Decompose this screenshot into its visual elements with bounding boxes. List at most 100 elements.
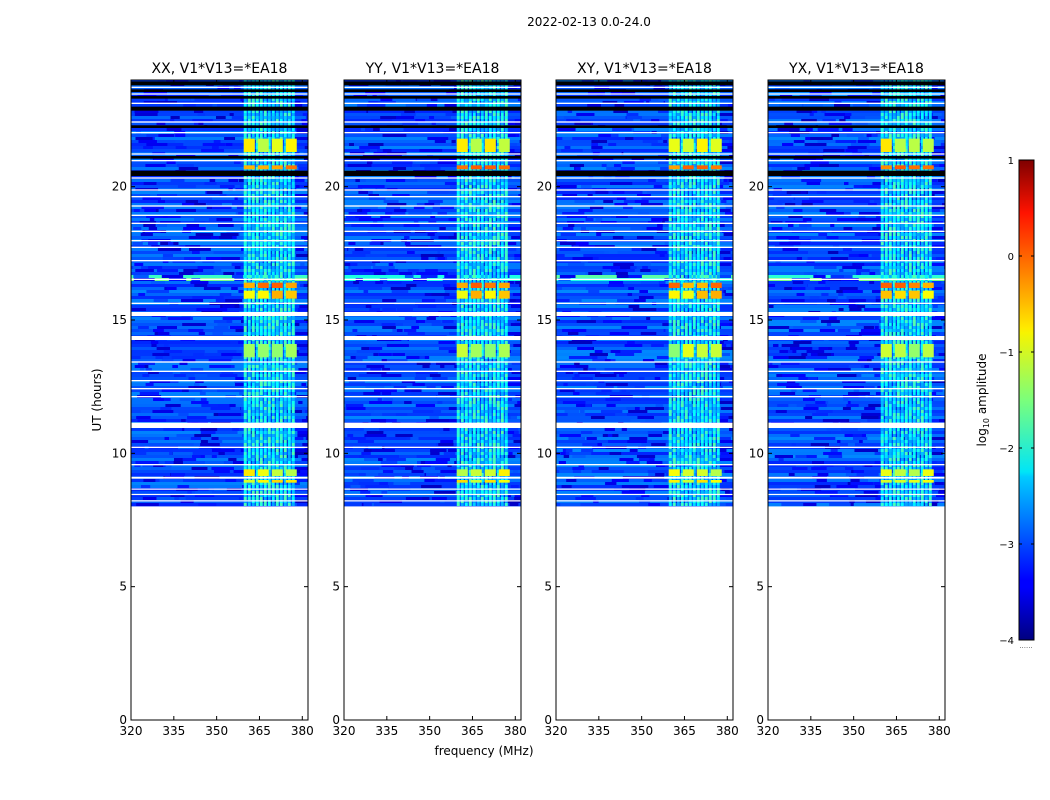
band-cell — [243, 236, 247, 239]
band-cell — [267, 491, 271, 494]
band-cell — [464, 392, 468, 395]
heatmap-speckle — [187, 416, 207, 419]
band-cell — [243, 374, 247, 377]
band-cell — [468, 386, 472, 389]
heatmap-speckle — [460, 323, 469, 326]
band-cell — [243, 443, 247, 446]
band-cell — [263, 242, 267, 245]
heatmap-row — [131, 209, 308, 213]
band-cell — [456, 233, 460, 236]
heatmap-speckle — [519, 221, 521, 224]
band-cell — [247, 305, 251, 308]
band-cell — [255, 383, 259, 386]
gap-row — [131, 396, 308, 398]
heatmap-speckle — [511, 371, 521, 374]
band-cell — [243, 401, 247, 404]
heatmap-speckle — [269, 251, 274, 254]
band-cell — [291, 392, 295, 395]
band-cell — [271, 266, 275, 269]
heatmap-speckle — [368, 194, 379, 197]
band-cell — [287, 122, 291, 125]
band-cell — [291, 137, 295, 140]
band-cell — [275, 437, 279, 440]
band-cell — [271, 380, 275, 383]
band-cell — [484, 137, 488, 140]
band-cell — [504, 233, 508, 236]
band-cell — [488, 104, 492, 107]
strong-cell — [257, 344, 269, 358]
band-cell — [291, 98, 295, 101]
band-cell — [267, 503, 271, 506]
band-cell — [504, 119, 508, 122]
band-cell — [456, 215, 460, 218]
band-cell — [263, 308, 267, 311]
band-cell — [488, 134, 492, 137]
band-cell — [476, 332, 480, 335]
band-cell — [287, 443, 291, 446]
heatmap-row — [131, 128, 308, 132]
band-cell — [456, 392, 460, 395]
band-cell — [484, 236, 488, 239]
band-cell — [259, 317, 263, 320]
band-cell — [279, 449, 283, 452]
band-cell — [488, 257, 492, 260]
heatmap-speckle — [472, 185, 496, 188]
band-cell — [468, 275, 472, 278]
band-cell — [504, 116, 508, 119]
heatmap-speckle — [432, 128, 450, 131]
band-cell — [496, 332, 500, 335]
band-cell — [492, 257, 496, 260]
band-cell — [267, 197, 271, 200]
band-cell — [287, 410, 291, 413]
heatmap-speckle — [156, 194, 178, 197]
band-cell — [255, 326, 259, 329]
band-cell — [496, 419, 500, 422]
heatmap-speckle — [406, 251, 415, 254]
band-cell — [488, 251, 492, 254]
band-cell — [460, 242, 464, 245]
heatmap-row — [344, 257, 521, 261]
band-cell — [476, 362, 480, 365]
band-cell — [456, 209, 460, 212]
band-cell — [255, 293, 259, 296]
band-cell — [267, 236, 271, 239]
band-cell — [460, 326, 464, 329]
band-cell — [472, 374, 476, 377]
band-cell — [472, 386, 476, 389]
band-cell — [243, 341, 247, 344]
band-cell — [468, 374, 472, 377]
heatmap-speckle — [138, 329, 154, 332]
band-cell — [468, 212, 472, 215]
band-cell — [263, 116, 267, 119]
heatmap-speckle — [146, 290, 170, 293]
heatmap-speckle — [202, 389, 218, 392]
band-cell — [259, 266, 263, 269]
band-cell — [472, 209, 476, 212]
heatmap-speckle — [289, 428, 308, 431]
band-cell — [488, 119, 492, 122]
band-cell — [287, 263, 291, 266]
heatmap-speckle — [191, 401, 209, 404]
band-cell — [283, 161, 287, 164]
band-cell — [464, 113, 468, 116]
band-cell — [496, 191, 500, 194]
heatmap-speckle — [473, 332, 481, 335]
heatmap-speckle — [519, 146, 521, 149]
band-cell — [263, 398, 267, 401]
heatmap-row — [131, 329, 308, 333]
band-cell — [251, 455, 255, 458]
band-cell — [291, 434, 295, 437]
band-cell — [287, 374, 291, 377]
band-cell — [500, 161, 504, 164]
band-cell — [267, 494, 271, 497]
band-cell — [275, 359, 279, 362]
band-cell — [468, 119, 472, 122]
heatmap-row — [131, 179, 308, 183]
band-cell — [271, 218, 275, 221]
band-cell — [251, 419, 255, 422]
heatmap-speckle — [503, 368, 512, 371]
heatmap-speckle — [399, 272, 413, 275]
band-cell — [464, 260, 468, 263]
band-cell — [472, 242, 476, 245]
band-cell — [279, 308, 283, 311]
